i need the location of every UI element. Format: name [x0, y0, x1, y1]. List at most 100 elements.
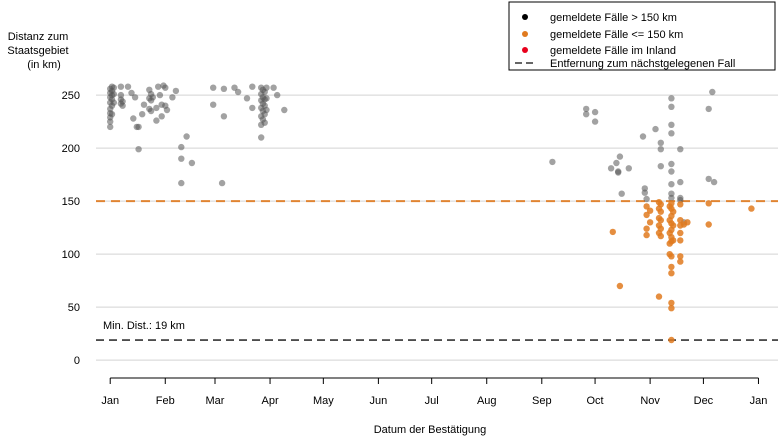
- legend-label-over-150: gemeldete Fälle > 150 km: [550, 12, 677, 24]
- point-over-150: [709, 88, 716, 96]
- point-over-150: [188, 159, 196, 167]
- point-over-150: [625, 165, 632, 172]
- y-tick-label: 0: [74, 355, 80, 367]
- point-over-150: [153, 117, 160, 124]
- point-over-150: [549, 158, 556, 166]
- point-under-150: [677, 201, 684, 208]
- y-tick-label: 250: [62, 90, 80, 102]
- point-over-150: [668, 194, 675, 202]
- point-under-150: [657, 225, 664, 232]
- y-tick-label: 200: [62, 143, 80, 155]
- point-over-150: [281, 106, 288, 114]
- point-under-150: [670, 222, 677, 229]
- x-tick-label: Jan: [101, 395, 119, 407]
- point-over-150: [639, 133, 647, 140]
- point-under-150: [668, 336, 675, 344]
- legend-box: [508, 1, 776, 71]
- x-tick-label: Feb: [156, 395, 175, 407]
- point-over-150: [668, 121, 675, 128]
- point-under-150: [657, 217, 664, 224]
- point-under-150: [668, 253, 675, 260]
- point-over-150: [107, 118, 114, 125]
- point-over-150: [591, 108, 599, 116]
- point-under-150: [677, 253, 684, 260]
- point-over-150: [140, 101, 148, 108]
- point-over-150: [149, 94, 156, 101]
- point-over-150: [131, 94, 139, 101]
- legend-label-nearest: Entfernung zum nächstgelegenen Fall: [550, 58, 735, 70]
- point-over-150: [668, 168, 675, 175]
- point-over-150: [183, 133, 190, 140]
- point-over-150: [108, 111, 116, 118]
- point-under-150: [668, 270, 675, 277]
- y-tick-label: 100: [62, 249, 80, 261]
- point-over-150: [135, 123, 142, 131]
- point-under-150: [677, 258, 684, 265]
- y-axis-label-line-3: (in km): [27, 59, 61, 71]
- point-over-150: [231, 84, 238, 91]
- point-under-150: [616, 282, 624, 290]
- point-under-150: [643, 211, 650, 219]
- point-over-150: [128, 89, 135, 97]
- point-under-150: [643, 203, 650, 210]
- point-under-150: [668, 305, 675, 312]
- point-over-150: [261, 119, 268, 126]
- point-over-150: [178, 143, 185, 151]
- point-over-150: [172, 87, 180, 95]
- point-over-150: [220, 85, 228, 93]
- legend: gemeldete Fälle > 150 km gemeldete Fälle…: [508, 1, 776, 71]
- point-over-150: [657, 163, 664, 170]
- point-under-150: [668, 299, 675, 307]
- x-tick-label: Mar: [206, 395, 225, 407]
- point-over-150: [710, 178, 718, 186]
- y-tick-label: 50: [68, 302, 80, 314]
- point-over-150: [163, 106, 171, 114]
- point-over-150: [657, 146, 664, 153]
- point-over-150: [705, 175, 712, 183]
- point-over-150: [263, 95, 270, 102]
- y-axis-label-line-1: Distanz zum: [8, 31, 69, 43]
- point-over-150: [162, 84, 169, 91]
- point-over-150: [220, 113, 228, 120]
- point-over-150: [668, 95, 675, 102]
- point-under-150: [646, 219, 654, 226]
- point-over-150: [263, 84, 270, 91]
- point-under-150: [670, 237, 677, 244]
- point-over-150: [210, 84, 217, 91]
- point-under-150: [646, 207, 654, 214]
- point-over-150: [668, 160, 675, 168]
- point-under-150: [668, 200, 675, 207]
- point-over-150: [156, 91, 164, 99]
- x-tick-label: Sep: [532, 395, 552, 407]
- point-under-150: [668, 263, 675, 271]
- point-over-150: [110, 99, 118, 106]
- data-points: [107, 82, 755, 344]
- point-under-150: [677, 237, 684, 244]
- point-over-150: [677, 146, 684, 153]
- point-over-150: [218, 179, 226, 187]
- point-under-150: [657, 208, 664, 215]
- legend-marker-domestic: [522, 47, 528, 53]
- point-over-150: [607, 165, 615, 172]
- point-over-150: [107, 123, 114, 131]
- point-over-150: [274, 91, 281, 99]
- point-over-150: [119, 102, 126, 109]
- point-over-150: [668, 181, 675, 188]
- point-over-150: [130, 115, 137, 122]
- point-over-150: [243, 95, 251, 102]
- point-over-150: [158, 113, 165, 120]
- point-over-150: [613, 159, 620, 167]
- point-over-150: [652, 125, 659, 133]
- point-over-150: [178, 179, 185, 187]
- point-over-150: [153, 104, 160, 112]
- point-over-150: [641, 189, 648, 196]
- point-over-150: [668, 130, 675, 137]
- point-over-150: [583, 111, 590, 118]
- point-over-150: [147, 107, 155, 115]
- x-tick-label: Nov: [640, 395, 660, 407]
- x-tick-label: Oct: [587, 395, 604, 407]
- point-over-150: [249, 83, 256, 90]
- point-over-150: [110, 84, 118, 91]
- point-over-150: [234, 88, 242, 96]
